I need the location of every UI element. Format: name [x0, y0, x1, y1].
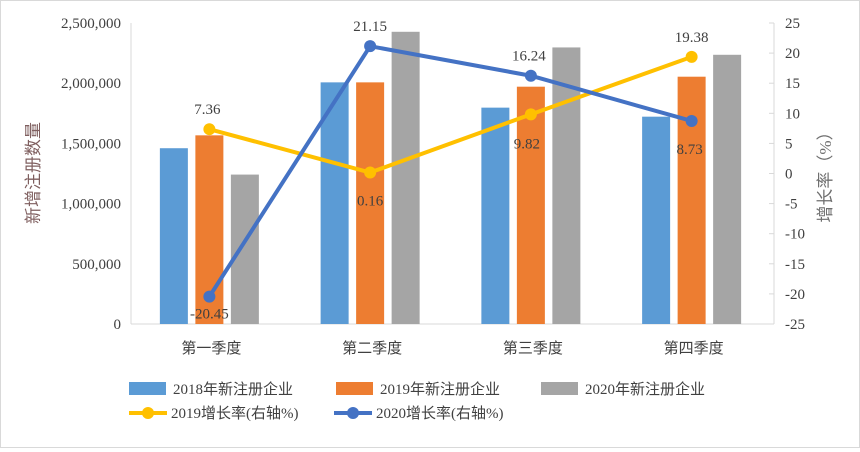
category-label: 第三季度	[503, 339, 563, 357]
data-label: 21.15	[353, 19, 387, 35]
line-marker	[203, 290, 216, 303]
bar-2018-q3	[481, 107, 510, 324]
legend-label: 2020年新注册企业	[585, 380, 705, 398]
data-label: 8.73	[677, 142, 703, 158]
right-tick-label: -10	[785, 227, 805, 243]
line-marker	[524, 108, 537, 121]
legend-label: 2018年新注册企业	[173, 380, 293, 398]
right-tick-label: 0	[785, 167, 793, 183]
right-tick-label: 10	[785, 106, 800, 122]
legend-swatch	[129, 382, 166, 395]
data-label: -20.45	[190, 307, 229, 323]
data-label: 0.16	[357, 194, 384, 210]
bar-2018-q2	[320, 82, 349, 324]
legend-marker	[347, 407, 359, 419]
right-tick-label: 5	[785, 136, 793, 152]
left-tick-label: 2,500,000	[61, 16, 121, 32]
right-tick-label: -15	[785, 257, 805, 273]
line-marker	[203, 123, 216, 136]
legend-swatch	[541, 382, 578, 395]
data-label: 7.36	[194, 102, 221, 118]
legend-swatch	[336, 382, 373, 395]
left-axis-title: 新增注册数量	[24, 122, 43, 224]
data-label: 9.82	[514, 136, 540, 152]
right-axis-title: 增长率（%）	[816, 123, 835, 222]
bar-2019-q2	[356, 82, 385, 324]
left-tick-label: 1,000,000	[61, 197, 121, 213]
line-marker	[685, 50, 698, 63]
bar-2019-q4	[677, 76, 706, 325]
bar-2018-q4	[642, 116, 671, 324]
legend-label: 2020增长率(右轴%)	[376, 405, 504, 422]
data-label: 19.38	[675, 30, 709, 46]
line-marker	[685, 114, 698, 127]
category-label: 第四季度	[664, 339, 724, 357]
right-tick-label: 20	[785, 46, 800, 62]
line-marker	[364, 166, 377, 179]
line-marker	[364, 40, 377, 53]
bar-2019-q3	[516, 86, 545, 325]
legend-label: 2019年新注册企业	[380, 380, 500, 398]
right-tick-label: -20	[785, 287, 805, 303]
bar-2020-q1	[230, 174, 259, 324]
line-series-2019	[208, 54, 693, 175]
category-label: 第一季度	[181, 339, 241, 357]
left-tick-label: 0	[114, 317, 122, 333]
line-series-2020	[207, 44, 693, 298]
data-label: 16.24	[512, 49, 546, 65]
bar-2020-q4	[713, 54, 742, 325]
right-tick-label: -25	[785, 317, 805, 333]
bar-2020-q3	[552, 47, 581, 325]
legend-marker	[142, 407, 154, 419]
bar-2018-q1	[159, 148, 188, 324]
line-marker	[524, 69, 537, 82]
bar-2020-q2	[391, 31, 420, 325]
category-label: 第二季度	[342, 339, 402, 357]
legend-label: 2019增长率(右轴%)	[171, 405, 299, 422]
right-tick-label: 15	[785, 76, 800, 92]
right-tick-label: -5	[785, 197, 798, 213]
left-tick-label: 1,500,000	[61, 136, 121, 152]
left-tick-label: 2,000,000	[61, 76, 121, 92]
right-tick-label: 25	[785, 16, 800, 32]
left-tick-label: 500,000	[72, 257, 121, 273]
